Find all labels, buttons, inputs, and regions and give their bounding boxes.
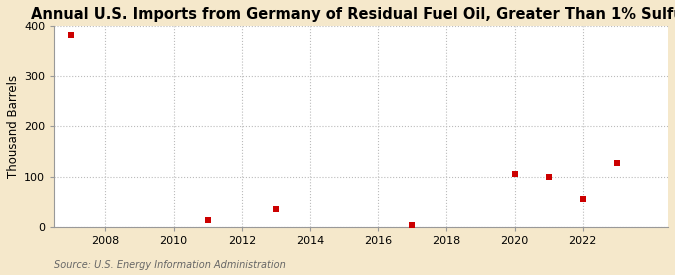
Point: [407, 222, 418, 227]
Title: Annual U.S. Imports from Germany of Residual Fuel Oil, Greater Than 1% Sulfur: Annual U.S. Imports from Germany of Resi…: [31, 7, 675, 22]
Point: [577, 197, 588, 202]
Point: [612, 161, 622, 165]
Point: [271, 207, 281, 212]
Point: [509, 172, 520, 177]
Point: [543, 175, 554, 179]
Point: [202, 218, 213, 223]
Point: [66, 33, 77, 38]
Text: Source: U.S. Energy Information Administration: Source: U.S. Energy Information Administ…: [54, 260, 286, 270]
Y-axis label: Thousand Barrels: Thousand Barrels: [7, 75, 20, 178]
